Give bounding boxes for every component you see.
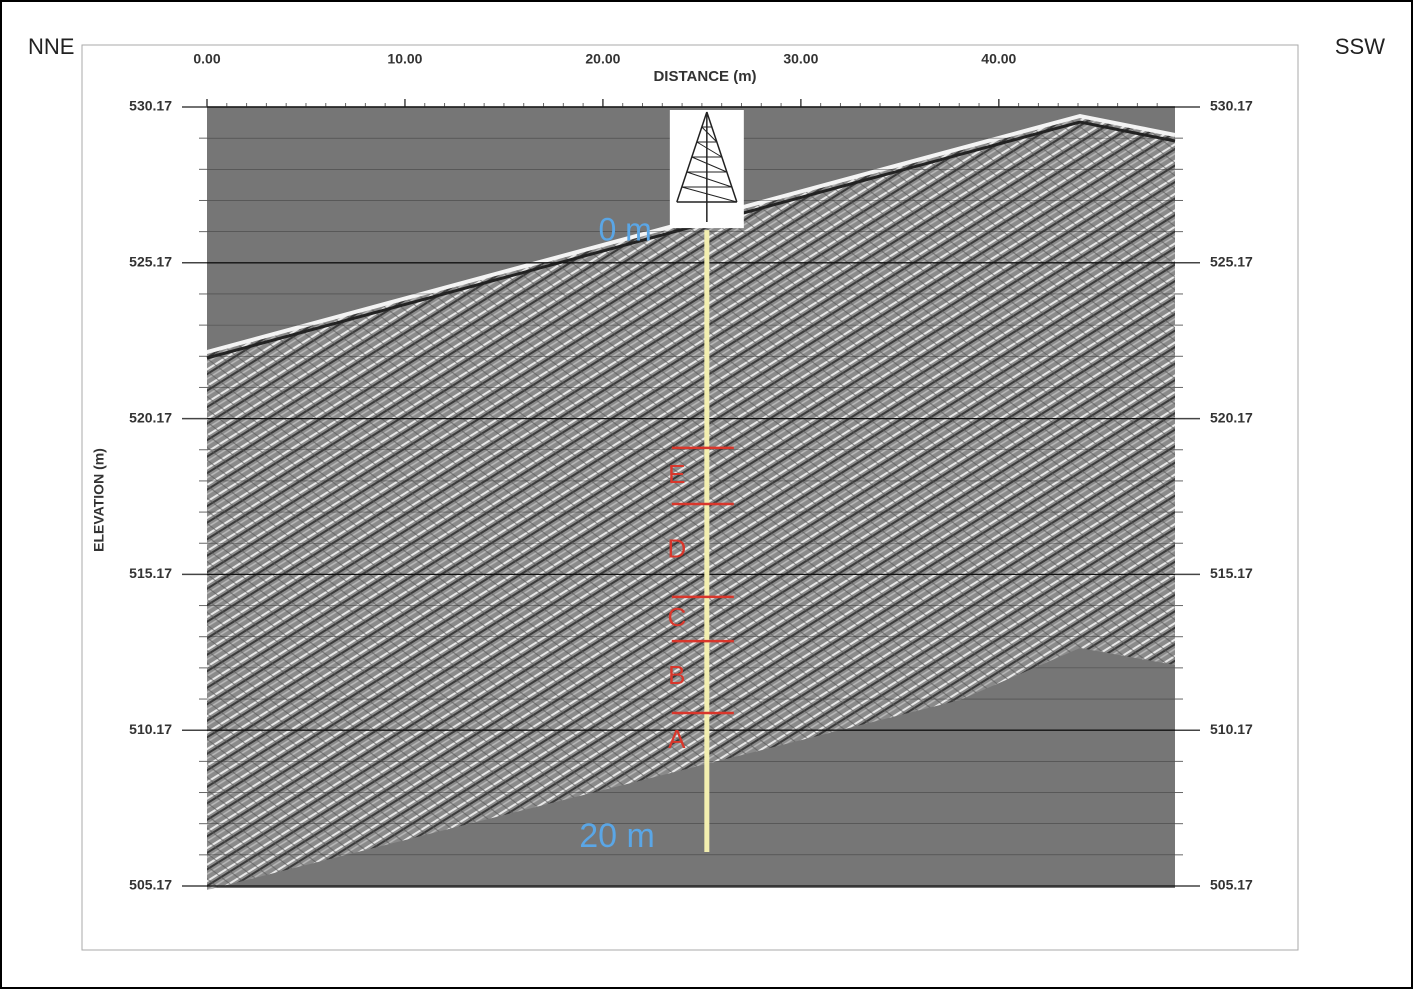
y2-tick-label: 510.17 — [1210, 721, 1253, 737]
x-tick-label: 0.00 — [193, 51, 220, 67]
layer-label: D — [667, 533, 686, 563]
layer-label: C — [667, 602, 686, 632]
y2-tick-label: 505.17 — [1210, 877, 1253, 893]
y-tick-label: 505.17 — [129, 877, 172, 893]
y-tick-label: 520.17 — [129, 409, 172, 425]
y-tick-label: 510.17 — [129, 721, 172, 737]
y-tick-label: 515.17 — [129, 565, 172, 581]
y2-tick-label: 530.17 — [1210, 98, 1253, 114]
layer-label: B — [668, 660, 685, 690]
figure: 0.00 10.00 20.00 30.00 40.00 505.17 505.17 510.… — [0, 0, 1413, 989]
right-direction: SSW — [1335, 34, 1385, 59]
x-tick-label: 30.00 — [783, 51, 818, 67]
drill-tower — [670, 110, 744, 228]
layer-label: E — [668, 459, 685, 489]
x-tick-label: 40.00 — [981, 51, 1016, 67]
y2-tick-label: 520.17 — [1210, 409, 1253, 425]
x-tick-label: 10.00 — [387, 51, 422, 67]
y2-tick-label: 525.17 — [1210, 254, 1253, 270]
borehole-top-label: 0 m — [598, 212, 651, 248]
y-axis-title: ELEVATION (m) — [91, 448, 107, 552]
y-tick-label: 530.17 — [129, 98, 172, 114]
x-axis-title: DISTANCE (m) — [653, 68, 756, 85]
layer-label: A — [668, 724, 686, 754]
y-tick-label: 525.17 — [129, 254, 172, 270]
x-tick-label: 20.00 — [585, 51, 620, 67]
borehole-bottom-label: 20 m — [579, 817, 655, 855]
left-direction: NNE — [28, 34, 74, 59]
y2-tick-label: 515.17 — [1210, 565, 1253, 581]
